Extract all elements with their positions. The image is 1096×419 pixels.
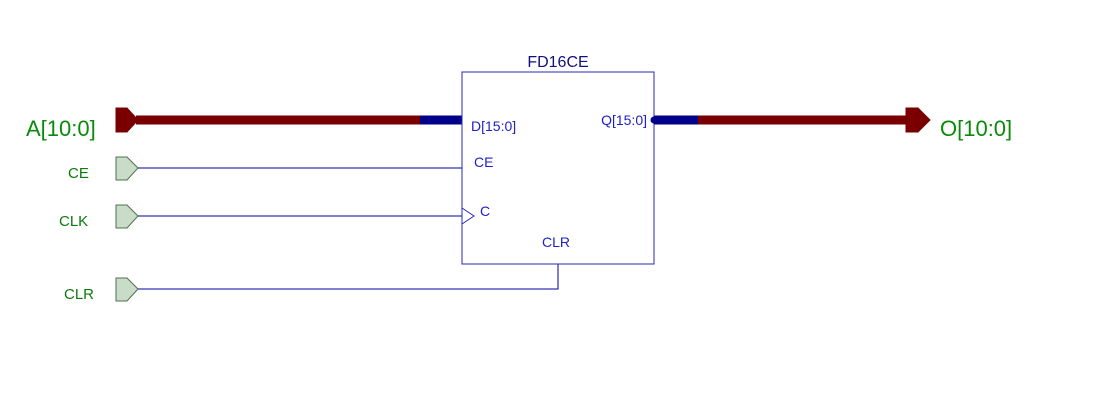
input-port-clk-label: CLK: [59, 213, 88, 230]
pin-ce-label: CE: [474, 154, 493, 170]
pin-c-label: C: [480, 203, 490, 219]
input-port-clk-marker: [115, 204, 139, 229]
input-port-clr-marker: [115, 277, 139, 302]
output-port-o-bus-label: O[10:0]: [940, 116, 1012, 141]
output-port-o-bus-marker: [905, 107, 931, 133]
wire-clr[interactable]: [138, 264, 559, 290]
fd16ce-block[interactable]: FD16CE D[15:0] CE C CLR Q[15:0]: [461, 54, 655, 265]
output-port-o-bus[interactable]: O[10:0]: [905, 107, 1012, 141]
fd16ce-body: [461, 71, 655, 265]
input-port-a-bus-label: A[10:0]: [26, 116, 96, 141]
fd16ce-name: FD16CE: [527, 54, 588, 71]
input-port-clr-label: CLR: [64, 286, 94, 303]
clock-triangle-icon: [461, 207, 475, 225]
pin-d-label: D[15:0]: [471, 118, 516, 134]
input-port-ce[interactable]: CE: [68, 156, 139, 182]
input-port-a-bus-marker: [115, 107, 139, 133]
input-port-clk[interactable]: CLK: [59, 204, 139, 230]
input-port-ce-label: CE: [68, 165, 89, 182]
input-port-clr[interactable]: CLR: [64, 277, 139, 303]
input-port-ce-marker: [115, 156, 139, 181]
pin-q-label: Q[15:0]: [601, 112, 647, 128]
input-port-a-bus[interactable]: A[10:0]: [26, 107, 139, 141]
pin-clr-label: CLR: [542, 234, 570, 250]
